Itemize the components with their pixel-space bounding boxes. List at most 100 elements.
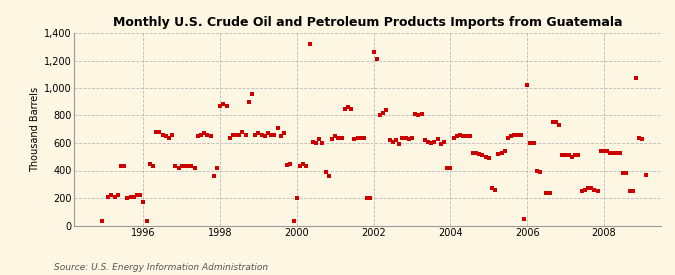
Point — [419, 138, 430, 142]
Point — [180, 164, 190, 169]
Point — [454, 133, 465, 137]
Point — [132, 193, 142, 197]
Point — [429, 139, 440, 144]
Point — [333, 135, 344, 140]
Point — [531, 168, 542, 173]
Point — [400, 135, 411, 140]
Point — [464, 134, 475, 138]
Point — [288, 219, 299, 224]
Point — [97, 219, 107, 224]
Point — [298, 161, 308, 166]
Point — [192, 134, 203, 138]
Point — [292, 196, 302, 200]
Point — [340, 106, 350, 111]
Point — [535, 170, 545, 174]
Point — [157, 133, 168, 137]
Point — [349, 137, 360, 141]
Point — [170, 164, 181, 169]
Point — [215, 104, 225, 108]
Point — [599, 149, 610, 153]
Point — [259, 134, 270, 138]
Point — [211, 166, 222, 170]
Point — [612, 150, 622, 155]
Point — [336, 135, 347, 140]
Point — [576, 189, 587, 193]
Point — [227, 133, 238, 137]
Point — [490, 188, 501, 192]
Point — [458, 134, 468, 138]
Point — [583, 186, 593, 191]
Point — [119, 164, 130, 169]
Point — [163, 135, 174, 140]
Point — [128, 194, 139, 199]
Point — [231, 133, 242, 137]
Point — [362, 196, 373, 200]
Point — [144, 161, 155, 166]
Point — [621, 171, 632, 175]
Point — [240, 133, 251, 137]
Point — [461, 134, 472, 138]
Point — [330, 134, 341, 138]
Point — [275, 134, 286, 138]
Point — [551, 120, 562, 125]
Point — [470, 150, 481, 155]
Point — [554, 123, 564, 127]
Point — [154, 130, 165, 134]
Point — [301, 164, 312, 169]
Point — [627, 189, 638, 193]
Point — [426, 141, 437, 145]
Point — [109, 194, 120, 199]
Point — [518, 216, 529, 221]
Title: Monthly U.S. Crude Oil and Petroleum Products Imports from Guatemala: Monthly U.S. Crude Oil and Petroleum Pro… — [113, 16, 622, 29]
Point — [314, 137, 325, 141]
Point — [404, 137, 414, 141]
Text: Source: U.S. Energy Information Administration: Source: U.S. Energy Information Administ… — [54, 263, 268, 272]
Point — [474, 152, 485, 156]
Point — [634, 135, 645, 140]
Point — [365, 196, 376, 200]
Point — [198, 131, 209, 136]
Point — [371, 57, 382, 61]
Point — [196, 133, 207, 137]
Point — [477, 153, 488, 158]
Point — [448, 135, 459, 140]
Point — [237, 130, 248, 134]
Point — [601, 149, 612, 153]
Point — [218, 102, 229, 107]
Point — [442, 166, 453, 170]
Point — [346, 106, 356, 111]
Point — [176, 164, 187, 169]
Point — [310, 141, 321, 145]
Point — [493, 152, 504, 156]
Point — [183, 164, 194, 169]
Point — [439, 139, 450, 144]
Point — [282, 163, 293, 167]
Point — [640, 172, 651, 177]
Point — [224, 135, 235, 140]
Point — [141, 219, 152, 224]
Point — [387, 139, 398, 144]
Point — [557, 153, 568, 158]
Point — [566, 155, 577, 159]
Point — [500, 149, 510, 153]
Point — [186, 164, 196, 169]
Point — [541, 190, 551, 195]
Point — [266, 133, 277, 137]
Point — [416, 112, 427, 116]
Point — [327, 137, 338, 141]
Point — [589, 188, 599, 192]
Point — [125, 194, 136, 199]
Point — [205, 134, 216, 138]
Point — [343, 105, 354, 109]
Point — [560, 153, 571, 158]
Point — [250, 133, 261, 137]
Point — [295, 164, 306, 169]
Point — [570, 153, 580, 158]
Point — [151, 130, 161, 134]
Point — [525, 141, 536, 145]
Point — [435, 142, 446, 147]
Point — [432, 137, 443, 141]
Point — [317, 141, 328, 145]
Point — [381, 108, 392, 112]
Point — [592, 189, 603, 193]
